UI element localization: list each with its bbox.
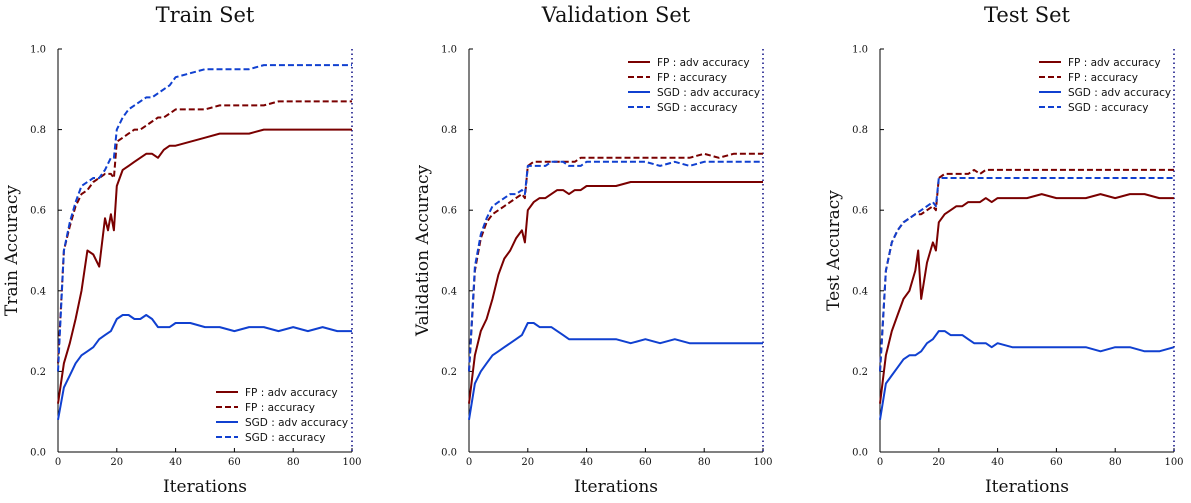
chart-title: Test Set bbox=[984, 3, 1071, 27]
legend-label: SGD : accuracy bbox=[245, 432, 325, 444]
x-tick-label: 20 bbox=[110, 457, 123, 468]
x-tick-label: 20 bbox=[521, 457, 534, 468]
y-tick-label: 1.0 bbox=[30, 45, 46, 56]
legend-label: FP : accuracy bbox=[1068, 72, 1138, 84]
x-tick-label: 60 bbox=[228, 457, 241, 468]
x-tick-label: 60 bbox=[1050, 457, 1063, 468]
y-tick-label: 0.8 bbox=[441, 125, 457, 136]
x-tick-label: 100 bbox=[342, 457, 361, 468]
y-tick-label: 0.0 bbox=[30, 448, 46, 459]
y-tick-label: 0.0 bbox=[852, 448, 868, 459]
x-tick-label: 80 bbox=[698, 457, 711, 468]
y-tick-label: 1.0 bbox=[852, 45, 868, 56]
x-axis-label: Iterations bbox=[574, 477, 658, 497]
legend-label: FP : adv accuracy bbox=[657, 57, 750, 69]
legend-label: FP : adv accuracy bbox=[1068, 57, 1161, 69]
legend: FP : adv accuracy FP : accuracy SGD : adv … bbox=[1039, 57, 1171, 114]
chart-title: Validation Set bbox=[541, 3, 691, 27]
x-tick-label: 100 bbox=[753, 457, 772, 468]
legend-label: SGD : adv accuracy bbox=[245, 417, 348, 429]
series-line-fp-adv-accuracy bbox=[57, 128, 352, 404]
y-tick-label: 0.2 bbox=[441, 367, 457, 378]
y-tick-label: 0.4 bbox=[441, 286, 457, 297]
y-tick-label: 0.8 bbox=[852, 125, 868, 136]
series-line-sgd-adv-accuracy bbox=[468, 322, 763, 420]
series-line-sgd-adv-accuracy bbox=[879, 330, 1175, 420]
legend-label: FP : accuracy bbox=[245, 402, 315, 414]
x-tick-label: 0 bbox=[55, 457, 61, 468]
y-tick-label: 0.8 bbox=[30, 125, 46, 136]
legend-label: SGD : accuracy bbox=[657, 102, 737, 114]
x-tick-label: 0 bbox=[877, 457, 883, 468]
chart-title: Train Set bbox=[156, 3, 255, 27]
y-tick-label: 0.6 bbox=[441, 206, 457, 217]
legend-label: FP : adv accuracy bbox=[245, 387, 338, 399]
x-tick-label: 20 bbox=[932, 457, 945, 468]
x-axis-label: Iterations bbox=[985, 477, 1069, 497]
y-axis-label: Test Accuracy bbox=[824, 190, 844, 311]
x-tick-label: 0 bbox=[466, 457, 472, 468]
x-axis-label: Iterations bbox=[163, 477, 247, 497]
legend-label: SGD : adv accuracy bbox=[1068, 87, 1171, 99]
x-tick-label: 100 bbox=[1164, 457, 1183, 468]
y-tick-label: 1.0 bbox=[441, 45, 457, 56]
x-tick-label: 40 bbox=[169, 457, 182, 468]
y-tick-label: 0.2 bbox=[30, 367, 46, 378]
series-line-fp-accuracy bbox=[57, 100, 352, 364]
legend-label: SGD : adv accuracy bbox=[657, 87, 760, 99]
x-tick-label: 40 bbox=[580, 457, 593, 468]
x-tick-label: 80 bbox=[287, 457, 300, 468]
y-axis-label: Validation Accuracy bbox=[413, 164, 433, 337]
panel-train-set: Train Set Iterations Train Accuracy 0 20 4… bbox=[2, 3, 362, 497]
x-tick-label: 60 bbox=[639, 457, 652, 468]
series-line-sgd-accuracy bbox=[57, 64, 352, 372]
series-line-fp-accuracy bbox=[879, 168, 1174, 372]
y-axis-label: Train Accuracy bbox=[2, 185, 22, 316]
panel-test-set: Test Set Iterations Test Accuracy 0 20 40 6… bbox=[824, 3, 1184, 497]
y-tick-label: 0.4 bbox=[30, 286, 46, 297]
series-line-fp-adv-accuracy bbox=[468, 181, 763, 404]
legend-label: SGD : accuracy bbox=[1068, 102, 1148, 114]
legend: FP : adv accuracy FP : accuracy SGD : adv … bbox=[628, 57, 760, 114]
y-tick-label: 0.6 bbox=[852, 206, 868, 217]
legend: FP : adv accuracy FP : accuracy SGD : adv … bbox=[216, 387, 348, 444]
panel-validation-set: Validation Set Iterations Validation Acc… bbox=[413, 3, 773, 497]
series-line-fp-accuracy bbox=[468, 152, 763, 372]
x-tick-label: 40 bbox=[991, 457, 1004, 468]
series-line-sgd-accuracy bbox=[879, 177, 1174, 372]
series-line-sgd-adv-accuracy bbox=[57, 314, 352, 420]
legend-label: FP : accuracy bbox=[657, 72, 727, 84]
y-tick-label: 0.4 bbox=[852, 286, 868, 297]
x-tick-label: 80 bbox=[1109, 457, 1122, 468]
y-tick-label: 0.2 bbox=[852, 367, 868, 378]
y-tick-label: 0.0 bbox=[441, 448, 457, 459]
y-tick-label: 0.6 bbox=[30, 206, 46, 217]
series-line-fp-adv-accuracy bbox=[879, 193, 1174, 404]
